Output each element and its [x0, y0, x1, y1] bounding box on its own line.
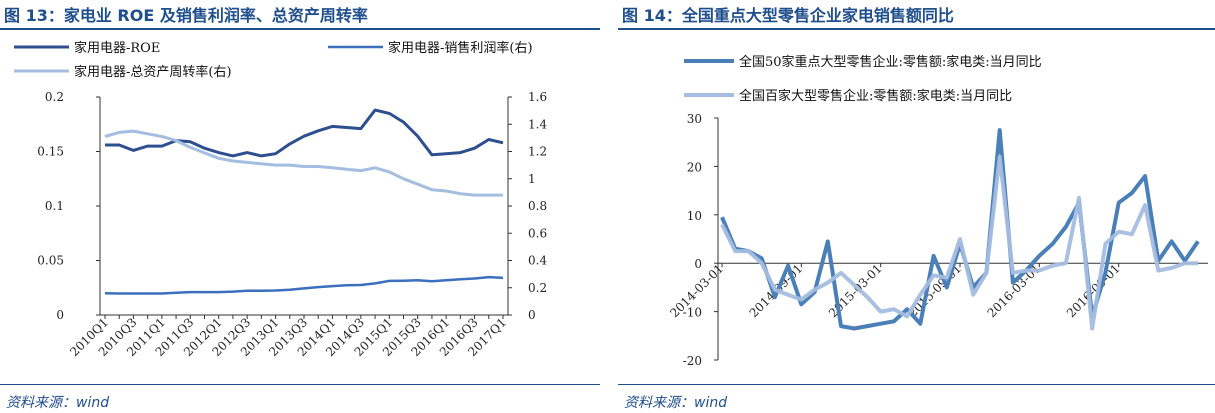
series-line-1: [105, 108, 504, 158]
y-tick-label: 0: [694, 257, 702, 271]
right-tick-label: 1: [528, 172, 536, 186]
right-tick-label: 0.6: [528, 226, 547, 240]
y-tick-label: 20: [687, 160, 702, 174]
legend-label-2: 家用电器-销售利润率(右): [388, 40, 533, 56]
right-tick-label: 0.2: [528, 281, 547, 295]
figure-14-top-rule: [618, 28, 1215, 30]
left-tick-label: 0.1: [45, 199, 64, 213]
roe-chart-svg: 家用电器-ROE 家用电器-销售利润率(右) 家用电器-总资产周转率(右) 0 0.05…: [14, 40, 547, 359]
legend-label-1: 全国50家重点大型零售企业:零售额:家电类:当月同比: [739, 54, 1042, 70]
y-tick-label: -20: [683, 354, 702, 368]
figure-14-panel: 图 14：全国重点大型零售企业家电销售额同比 全国50家重点大型零售企业:零售额…: [618, 0, 1215, 413]
series-line-2: [720, 154, 1198, 331]
figure-14-source: 资料来源：wind: [624, 395, 728, 411]
retail-sales-chart-svg: 全国50家重点大型零售企业:零售额:家电类:当月同比全国百家大型零售企业:零售额…: [667, 54, 1208, 368]
left-tick-label: 0.05: [37, 254, 64, 268]
right-tick-label: 0: [528, 308, 536, 322]
figure-13-title: 图 13：家电业 ROE 及销售利润率、总资产周转率: [4, 6, 368, 25]
left-tick-label: 0: [56, 308, 64, 322]
y-tick-label: 30: [687, 112, 702, 126]
figure-14-title: 图 14：全国重点大型零售企业家电销售额同比: [622, 6, 954, 25]
y-tick-label: -10: [683, 306, 702, 320]
left-tick-label: 0.15: [37, 145, 64, 159]
legend-label-1: 家用电器-ROE: [74, 40, 160, 56]
right-tick-label: 0.4: [528, 254, 547, 268]
right-tick-label: 1.2: [528, 145, 547, 159]
figure-13-top-rule: [0, 28, 600, 30]
x-tick-label: 2015-09-01: [905, 261, 964, 320]
figure-13-panel: 图 13：家电业 ROE 及销售利润率、总资产周转率 家用电器-ROE 家用电器-…: [0, 0, 600, 413]
right-tick-label: 0.8: [528, 199, 547, 213]
right-tick-label: 1.4: [528, 117, 547, 131]
series-line-2: [104, 275, 504, 295]
series-line-3: [104, 129, 503, 197]
figure-13-bottom-rule: [0, 384, 600, 385]
legend-label-2: 全国百家大型零售企业:零售额:家电类:当月同比: [739, 88, 1012, 104]
figure-13-source: 资料来源：wind: [6, 395, 110, 411]
y-tick-label: 10: [687, 209, 702, 223]
figure-14-bottom-rule: [618, 384, 1215, 385]
right-tick-label: 1.6: [528, 90, 547, 104]
legend-label-3: 家用电器-总资产周转率(右): [74, 64, 232, 80]
left-tick-label: 0.2: [45, 90, 64, 104]
